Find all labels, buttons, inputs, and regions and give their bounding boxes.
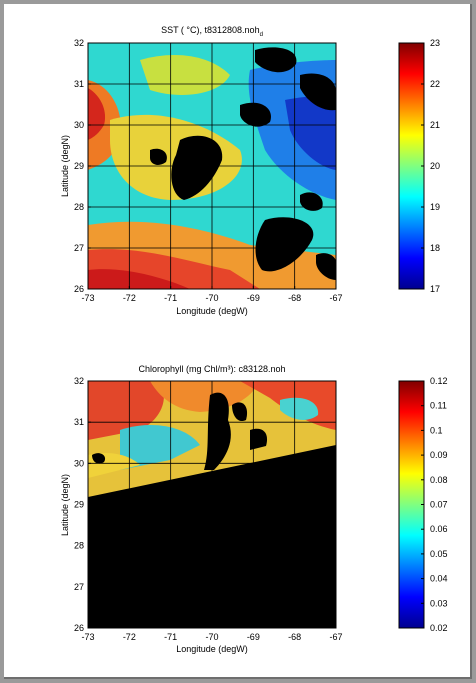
sst-y-tick-label: 31 — [74, 79, 84, 89]
sst-ylabel: Latitude (degN) — [60, 135, 70, 197]
chl-colorbar-ticks: 0.02 0.03 0.04 0.05 0.06 0.07 0.08 0.09 0.1 0.11 0… — [421, 376, 448, 633]
chl-grid — [88, 381, 336, 628]
sst-y-tick-label: 30 — [74, 120, 84, 130]
sst-x-tick-label: -73 — [81, 293, 94, 303]
sst-x-tick-label: -70 — [205, 293, 218, 303]
sst-panel: SST ( °C), t8312808.nohd — [60, 25, 440, 316]
chl-colorbar-tick-label: 0.03 — [430, 598, 448, 608]
sst-y-tick-label: 27 — [74, 243, 84, 253]
chl-x-tick-label: -71 — [164, 632, 177, 642]
chl-colorbar-tick-label: 0.12 — [430, 376, 448, 386]
chl-ylabel: Latitude (degN) — [60, 474, 70, 536]
chl-y-tick-label: 30 — [74, 458, 84, 468]
sst-colorbar-tick-label: 17 — [430, 284, 440, 294]
sst-x-tick-label: -68 — [288, 293, 301, 303]
chl-y-tick-label: 26 — [74, 623, 84, 633]
chl-x-tick-label: -72 — [123, 632, 136, 642]
chl-y-tick-label: 29 — [74, 500, 84, 510]
chl-colorbar-tick-label: 0.11 — [430, 401, 447, 411]
sst-colorbar-tick-label: 18 — [430, 243, 440, 253]
chl-colorbar-tick-label: 0.02 — [430, 623, 448, 633]
chl-colorbar — [398, 380, 425, 629]
chl-x-tick-label: -67 — [329, 632, 342, 642]
sst-y-tick-label: 26 — [74, 284, 84, 294]
sst-colorbar-tick-label: 23 — [430, 38, 440, 48]
sst-x-tick-label: -67 — [329, 293, 342, 303]
chl-x-tick-label: -70 — [205, 632, 218, 642]
chl-y-tick-label: 32 — [74, 376, 84, 386]
chl-colorbar-tick-label: 0.1 — [430, 425, 443, 435]
chl-panel: Chlorophyll (mg Chl/m³): c83128.noh -73-… — [60, 364, 448, 654]
chl-colorbar-tick-label: 0.09 — [430, 450, 448, 460]
chl-colorbar-tick-label: 0.06 — [430, 524, 448, 534]
chl-x-tick-label: -69 — [247, 632, 260, 642]
sst-title: SST ( °C), t8312808.nohd — [161, 25, 263, 38]
sst-y-ticks: 26 27 28 29 30 31 32 — [74, 38, 91, 294]
chl-colorbar-tick-label: 0.07 — [430, 500, 448, 510]
sst-y-tick-label: 28 — [74, 202, 84, 212]
sst-x-ticks: -73 -72 -71 -70 -69 -68 -67 — [81, 286, 343, 303]
chl-y-tick-label: 31 — [74, 417, 84, 427]
sst-colorbar-ticks: 17 18 19 20 21 22 23 — [421, 38, 440, 294]
chl-xlabel: Longitude (degW) — [176, 644, 248, 654]
chl-y-ticks: 26 27 28 29 30 31 32 — [74, 376, 91, 633]
sst-y-tick-label: 29 — [74, 161, 84, 171]
sst-colorbar-tick-label: 19 — [430, 202, 440, 212]
chl-x-tick-label: -73 — [81, 632, 94, 642]
chl-x-tick-label: -68 — [288, 632, 301, 642]
chl-y-tick-label: 27 — [74, 582, 84, 592]
sst-colorbar-tick-label: 22 — [430, 79, 440, 89]
sst-xlabel: Longitude (degW) — [176, 306, 248, 316]
chl-colorbar-tick-label: 0.08 — [430, 475, 448, 485]
chl-y-tick-label: 28 — [74, 541, 84, 551]
sst-grid — [88, 43, 336, 289]
sst-x-tick-label: -71 — [164, 293, 177, 303]
sst-x-tick-label: -69 — [247, 293, 260, 303]
sst-x-tick-label: -72 — [123, 293, 136, 303]
chl-colorbar-tick-label: 0.04 — [430, 574, 448, 584]
sst-y-tick-label: 32 — [74, 38, 84, 48]
chl-x-ticks: -73 -72 -71 -70 -69 -68 -67 — [81, 625, 343, 642]
sst-colorbar-tick-label: 20 — [430, 161, 440, 171]
sst-colorbar-tick-label: 21 — [430, 120, 440, 130]
chl-title: Chlorophyll (mg Chl/m³): c83128.noh — [138, 364, 285, 374]
sst-colorbar — [398, 42, 425, 290]
chl-colorbar-tick-label: 0.05 — [430, 549, 448, 559]
